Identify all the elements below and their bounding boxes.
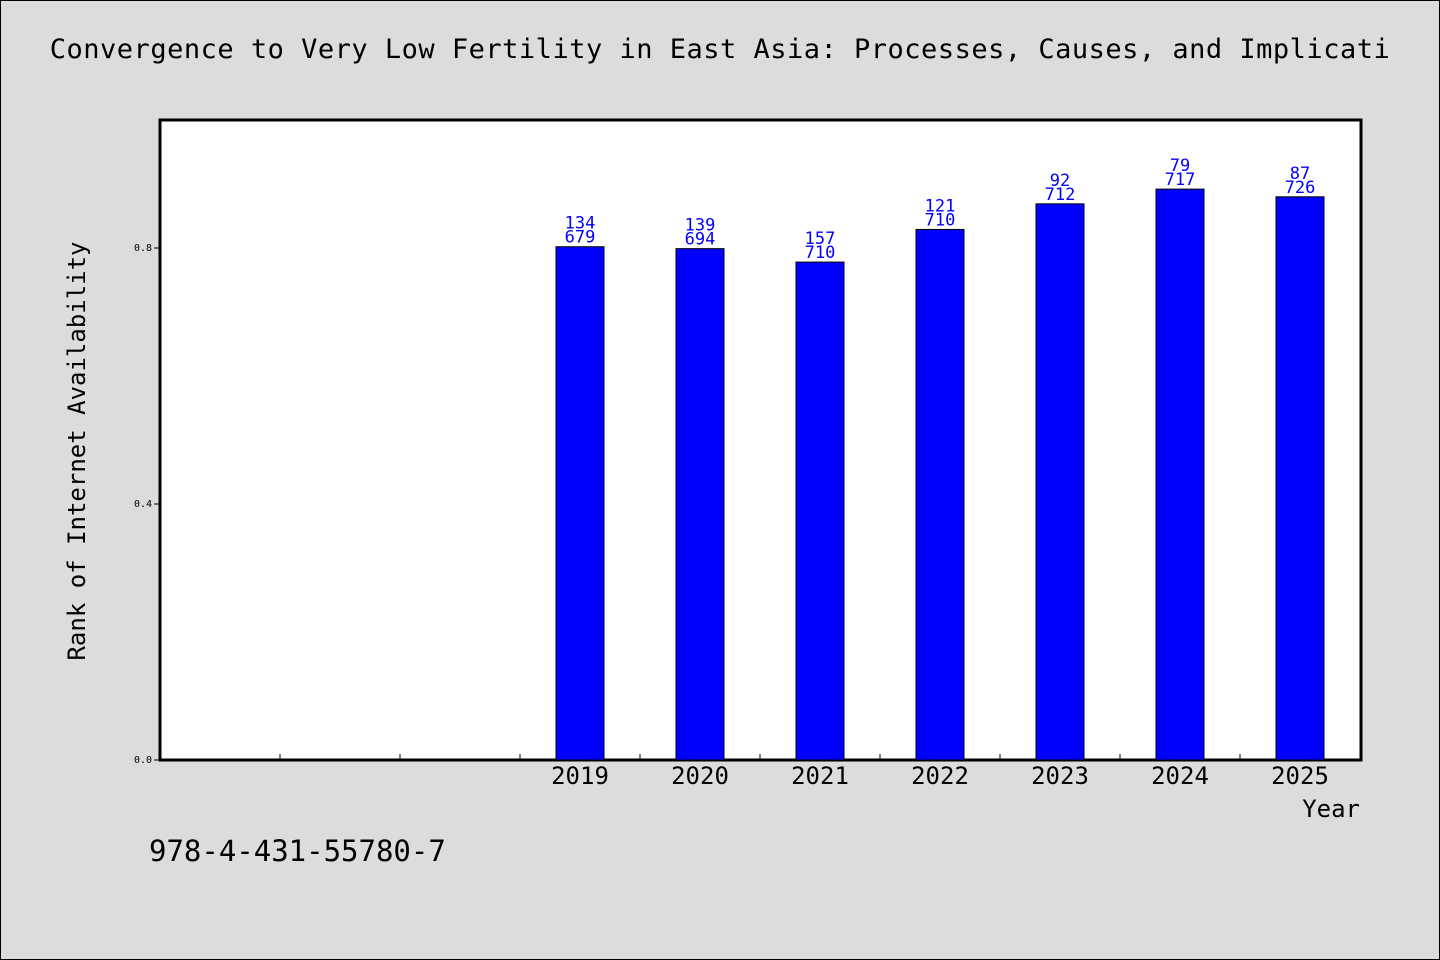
x-tick-label: 2019 (551, 762, 609, 790)
x-tick-label: 2022 (911, 762, 969, 790)
bar-value-label: 134 (565, 214, 596, 234)
y-axis-title: Rank of Internet Availability (63, 241, 91, 660)
bar-value-label: 717 (1165, 170, 1196, 190)
chart-title: Convergence to Very Low Fertility in Eas… (49, 34, 1391, 65)
bar-value-label: 710 (925, 210, 956, 230)
bar-value-label: 121 (925, 196, 956, 216)
bar-value-label: 87 (1290, 164, 1310, 184)
bar-2021 (795, 261, 845, 761)
bar-2024 (1155, 188, 1205, 761)
x-axis-ticks: 2019 2020 2021 2022 2023 2024 2025 (279, 754, 1329, 790)
bar-2019 (555, 246, 605, 761)
bar-value-label: 79 (1170, 156, 1190, 176)
bar-value-label: 92 (1050, 171, 1070, 191)
x-tick-label: 2021 (791, 762, 849, 790)
y-tick-label: 0.4 (134, 499, 152, 510)
bar-value-label: 157 (805, 229, 836, 249)
bar-value-label: 694 (685, 230, 716, 250)
bar-value-label: 712 (1045, 185, 1076, 205)
isbn-label: 978-4-431-55780-7 (149, 834, 446, 868)
y-tick-label: 0.8 (134, 243, 152, 254)
bar-value-label: 679 (565, 228, 596, 248)
bar-value-label: 710 (805, 243, 836, 263)
y-tick-label: 0.0 (134, 755, 152, 766)
x-tick-label: 2023 (1031, 762, 1089, 790)
x-tick-label: 2024 (1151, 762, 1209, 790)
bar-2022 (915, 228, 965, 761)
x-tick-label: 2020 (671, 762, 729, 790)
x-axis-title: Year (1302, 795, 1360, 823)
bar-2023 (1035, 203, 1085, 761)
bar-2025 (1275, 196, 1325, 761)
bar-value-label: 139 (685, 216, 716, 236)
y-axis-ticks: 0.0 0.4 0.8 (134, 243, 160, 766)
x-tick-label: 2025 (1271, 762, 1329, 790)
bars-group (555, 188, 1325, 761)
bar-value-label: 726 (1285, 178, 1316, 198)
bar-2020 (675, 248, 725, 761)
